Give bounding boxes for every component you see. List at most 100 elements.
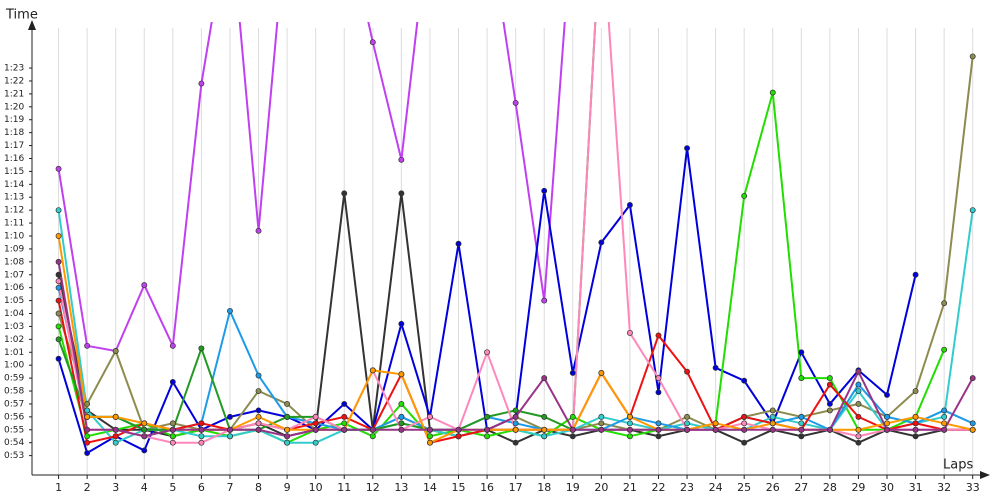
y-tick-label: 1:03	[4, 322, 24, 332]
y-tick-label: 0:57	[4, 399, 24, 409]
point	[598, 420, 605, 427]
point	[284, 433, 291, 440]
point	[912, 413, 919, 420]
point	[455, 433, 462, 440]
point	[112, 439, 119, 446]
point	[941, 407, 948, 414]
point	[255, 420, 262, 427]
point	[198, 433, 205, 440]
point	[198, 439, 205, 446]
point	[941, 346, 948, 353]
point	[855, 426, 862, 433]
point	[398, 156, 405, 163]
point	[227, 426, 233, 433]
x-tick-label: 14	[423, 481, 437, 494]
point	[398, 320, 405, 327]
point	[398, 400, 405, 407]
ticks: 1 2 3 4 5 6 7 8 9 10 11 12 13 14 15 16 17 18 19 20 21 22 23 24 2…	[4, 64, 980, 494]
point	[684, 145, 690, 152]
point	[512, 413, 519, 420]
point	[941, 420, 948, 427]
point	[598, 413, 605, 420]
point	[569, 426, 576, 433]
point	[398, 420, 405, 427]
point	[484, 433, 491, 440]
point	[855, 413, 862, 420]
point	[941, 300, 948, 307]
point	[169, 420, 176, 427]
point	[626, 433, 633, 440]
point	[598, 426, 605, 433]
point	[626, 329, 633, 336]
point	[798, 433, 805, 440]
point	[569, 433, 576, 440]
point	[169, 379, 176, 385]
point	[84, 433, 91, 440]
point	[741, 413, 748, 420]
point	[255, 227, 262, 234]
point	[141, 420, 148, 427]
x-tick-label: 17	[509, 481, 523, 494]
point	[84, 407, 91, 414]
point	[398, 413, 405, 420]
point	[312, 426, 319, 433]
point	[541, 426, 548, 433]
point	[655, 420, 662, 427]
point	[941, 413, 948, 420]
x-tick-label: 5	[169, 481, 176, 494]
x-tick-label: 21	[623, 481, 637, 494]
y-tick-label: 1:10	[4, 231, 24, 241]
point	[84, 413, 91, 420]
point	[655, 426, 662, 433]
x-tick-label: 20	[594, 481, 608, 494]
y-tick-label: 1:01	[4, 348, 24, 358]
point	[369, 426, 376, 433]
x-tick-label: 9	[284, 481, 291, 494]
point	[712, 420, 719, 427]
point	[369, 367, 376, 374]
point	[227, 433, 233, 440]
x-tick-label: 29	[851, 481, 865, 494]
point	[769, 413, 776, 420]
y-tick-label: 1:12	[4, 206, 24, 216]
point	[541, 187, 548, 194]
x-tick-label: 33	[966, 481, 980, 494]
point	[598, 239, 605, 246]
point	[884, 426, 890, 433]
point	[826, 426, 833, 433]
point	[255, 407, 262, 414]
y-arrow	[28, 20, 36, 30]
point	[598, 369, 605, 376]
point	[112, 433, 119, 440]
point	[141, 447, 148, 454]
point	[912, 420, 919, 427]
point	[855, 381, 862, 388]
point	[741, 192, 748, 199]
point	[541, 413, 548, 420]
point	[341, 426, 348, 433]
point	[84, 426, 91, 433]
point	[84, 400, 91, 407]
point	[55, 271, 62, 278]
point	[55, 297, 62, 304]
point	[169, 433, 176, 440]
point	[741, 439, 748, 446]
point	[341, 420, 348, 427]
y-tick-label: 1:22	[4, 76, 24, 86]
y-tick-label: 0:56	[4, 412, 24, 422]
point	[141, 282, 148, 289]
point	[84, 342, 91, 349]
x-tick-label: 10	[309, 481, 323, 494]
point	[284, 439, 291, 446]
point	[826, 407, 833, 414]
point	[741, 420, 748, 427]
x-tick-label: 8	[255, 481, 262, 494]
y-tick-label: 1:15	[4, 167, 24, 177]
point	[655, 332, 662, 339]
y-axis-title: Time	[5, 8, 38, 23]
point	[884, 391, 890, 398]
series-line	[57, 92, 946, 444]
point	[284, 400, 291, 407]
point	[341, 413, 348, 420]
